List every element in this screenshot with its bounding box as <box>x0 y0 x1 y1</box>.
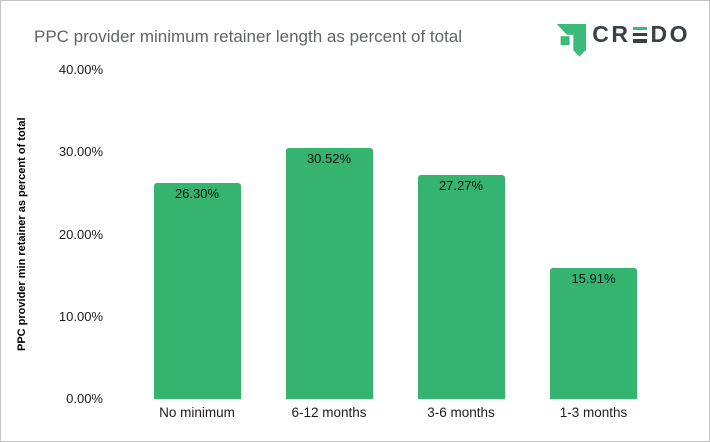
x-axis-label: 1-3 months <box>559 405 628 420</box>
bar: 26.30% <box>153 182 241 399</box>
credo-wordmark: CR DO <box>592 23 690 46</box>
y-axis-tick-label: 0.00% <box>66 391 103 406</box>
y-axis-tick-label: 40.00% <box>58 62 103 78</box>
y-axis-tick-label: 10.00% <box>58 308 103 324</box>
bar-value-label: 30.52% <box>306 151 352 167</box>
bar-value-label: 15.91% <box>571 271 616 287</box>
credo-logo: CR DO <box>554 22 690 58</box>
x-axis-label: No minimum <box>159 405 235 420</box>
credo-e-glyph <box>632 26 647 43</box>
credo-wordmark-do: DO <box>650 21 690 47</box>
x-axis-label: 3-6 months <box>427 405 495 420</box>
y-axis-tick-label: 30.00% <box>58 144 103 160</box>
bar: 30.52% <box>285 148 373 399</box>
bar: 15.91% <box>550 268 637 399</box>
chart-title: PPC provider minimum retainer length as … <box>34 27 463 46</box>
y-axis-tick-label: 20.00% <box>58 226 103 242</box>
bar-value-label: 27.27% <box>438 177 484 193</box>
credo-flag-icon <box>557 23 587 57</box>
bar: 27.27% <box>417 174 505 399</box>
x-axis-label: 6-12 months <box>291 405 367 420</box>
bar-value-label: 26.30% <box>174 185 220 201</box>
credo-wordmark-cr: CR <box>592 21 631 47</box>
